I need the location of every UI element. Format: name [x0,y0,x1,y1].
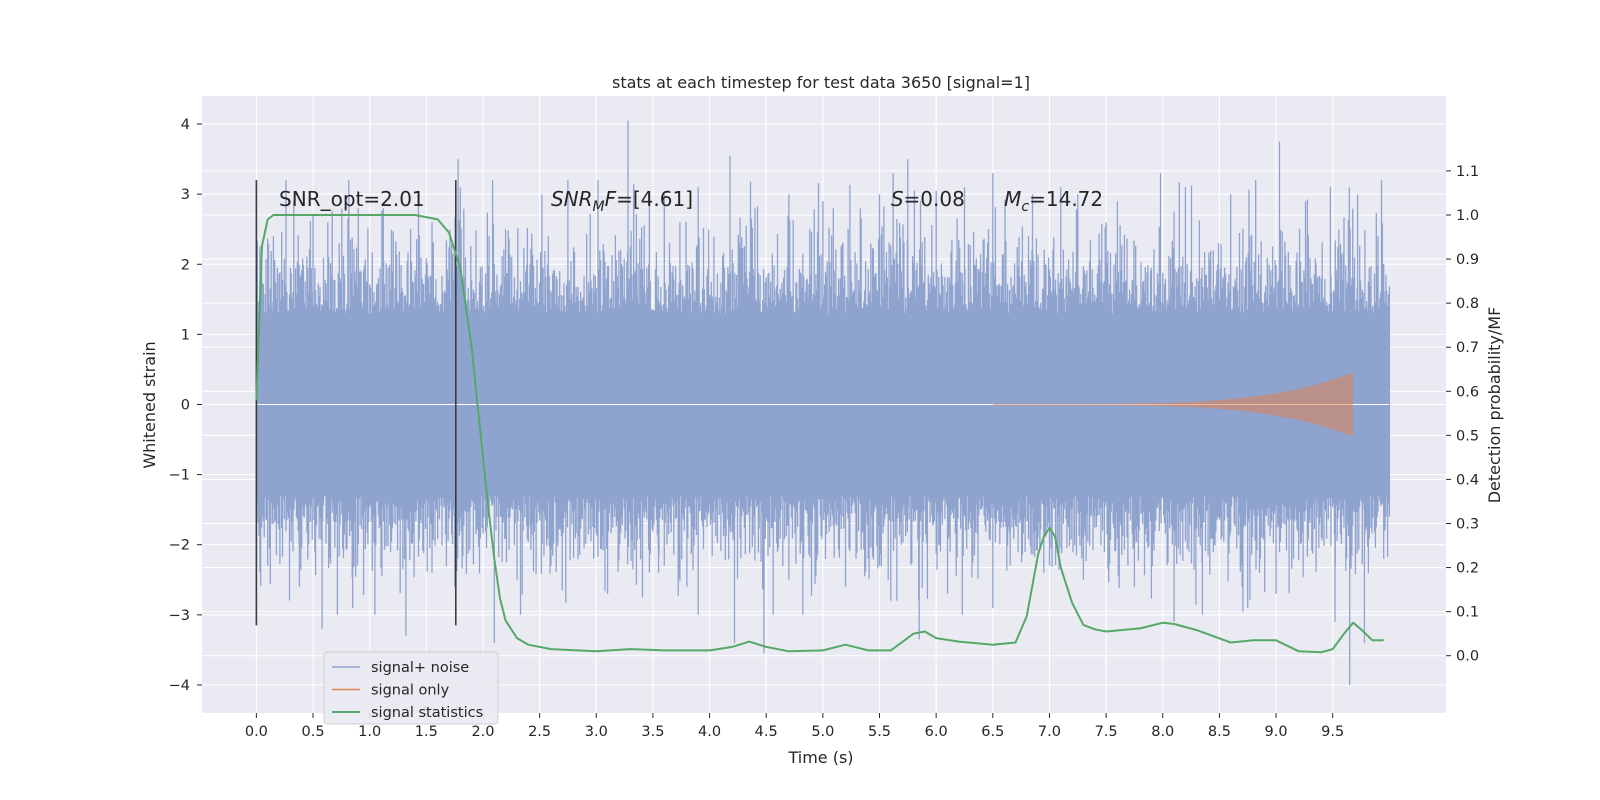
x-tick-label: 5.0 [811,724,834,740]
y2-tick-label: 0.9 [1456,252,1479,268]
x-tick-label: 3.0 [585,724,608,740]
x-tick-label: 8.5 [1208,724,1231,740]
y-axis-label: Whitened strain [140,341,159,468]
y-tick-label: −2 [169,538,190,554]
chart-title: stats at each timestep for test data 365… [612,73,1030,92]
y-tick-label: 1 [181,327,190,343]
y2-tick-label: 0.3 [1456,516,1479,532]
axis-ticks: 0.0 0.5 1.0 1.5 2.0 2.5 3.0 3.5 4.0 4.5 5.0 5.5 6.0 6… [169,117,1479,740]
legend-label: signal+ noise [371,660,469,676]
x-tick-label: 5.5 [868,724,891,740]
y2-tick-label: 0.5 [1456,428,1479,444]
y2-tick-label: 1.0 [1456,208,1479,224]
x-tick-label: 9.0 [1265,724,1288,740]
x-tick-label: 0.0 [245,724,268,740]
signal-only-series [992,372,1354,437]
statistics-line [255,214,1384,654]
x-tick-label: 1.0 [358,724,381,740]
annotation: S=0.08 [891,187,965,211]
annotation: Mc=14.72 [1004,187,1103,215]
x-tick-label: 9.5 [1321,724,1344,740]
y2-tick-label: 0.1 [1456,605,1479,621]
legend: signal+ noise signal only signal statistic… [323,651,499,725]
y2-tick-label: 0.7 [1456,340,1479,356]
x-tick-label: 7.0 [1038,724,1061,740]
x-tick-label: 1.5 [415,724,438,740]
signal-only-envelope [992,372,1354,437]
annotation: SNR_opt=2.01 [279,187,425,211]
y2-axis-label: Detection probability/MF [1485,307,1504,504]
x-tick-label: 2.5 [528,724,551,740]
x-tick-label: 7.5 [1095,724,1118,740]
legend-label: signal statistics [371,705,483,721]
y-tick-label: −1 [169,468,190,484]
y-tick-label: 3 [181,187,190,203]
y2-tick-label: 1.1 [1456,164,1479,180]
x-axis-label: Time (s) [787,748,853,767]
y2-tick-label: 0.6 [1456,384,1479,400]
legend-box [323,651,499,725]
y2-tick-label: 0.2 [1456,561,1479,577]
signal-statistics-series [255,214,1384,654]
y-tick-label: 0 [181,398,190,414]
x-tick-label: 3.5 [641,724,664,740]
annotation: SNRMF=[4.61] [551,187,693,215]
y-tick-label: −3 [169,608,190,624]
annotations: SNR_opt=2.01 SNRMF=[4.61] S=0.08 Mc=14.72 [279,187,1103,215]
legend-label: signal only [371,683,450,699]
x-tick-label: 4.5 [755,724,778,740]
y2-tick-label: 0.4 [1456,472,1479,488]
x-tick-label: 8.0 [1151,724,1174,740]
x-tick-label: 6.5 [981,724,1004,740]
y-tick-label: −4 [169,678,190,694]
y2-tick-label: 0.8 [1456,296,1479,312]
x-tick-label: 2.0 [471,724,494,740]
x-tick-label: 4.0 [698,724,721,740]
y-tick-label: 4 [181,117,190,133]
y2-tick-label: 0.0 [1456,649,1479,665]
y-tick-label: 2 [181,257,190,273]
x-tick-label: 0.5 [301,724,324,740]
x-tick-label: 6.0 [925,724,948,740]
